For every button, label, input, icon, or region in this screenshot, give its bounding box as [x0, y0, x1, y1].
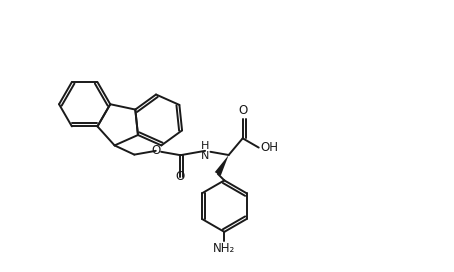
Text: H: H	[201, 141, 209, 151]
Text: NH₂: NH₂	[213, 242, 236, 255]
Text: O: O	[151, 144, 160, 157]
Text: N: N	[201, 151, 209, 161]
Text: OH: OH	[261, 141, 279, 154]
Text: O: O	[238, 104, 247, 117]
Polygon shape	[215, 155, 229, 176]
Text: O: O	[176, 171, 185, 184]
